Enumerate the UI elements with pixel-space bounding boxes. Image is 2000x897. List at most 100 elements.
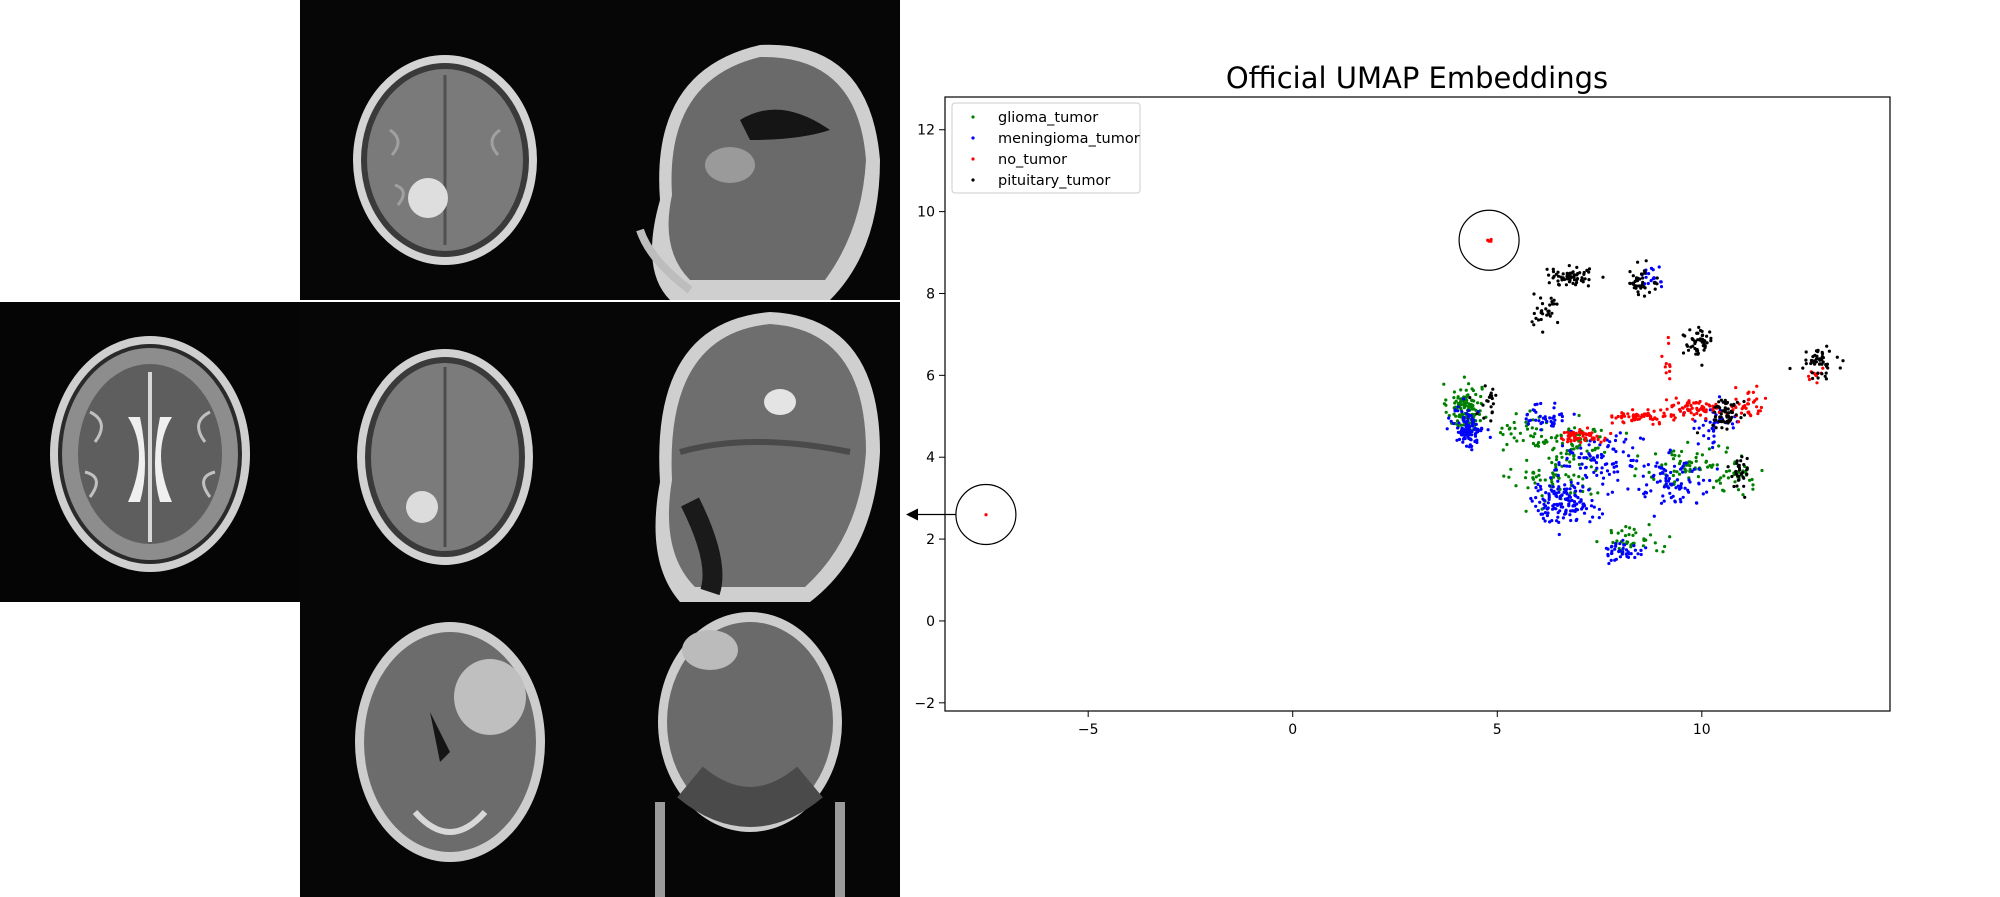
point-pituitary_tumor [1723,410,1728,414]
point-no_tumor [1702,406,1706,410]
point-meningioma_tumor [1678,497,1682,501]
legend-marker-glioma [971,115,975,119]
point-glioma_tumor [1599,428,1603,432]
point-meningioma_tumor [1526,422,1530,426]
point-no_tumor [1689,403,1693,408]
point-pituitary_tumor [1532,311,1536,316]
point-glioma_tumor [1670,453,1674,457]
point-pituitary_tumor [1636,276,1640,280]
point-no_tumor [1672,413,1676,417]
point-pituitary_tumor [1549,296,1553,300]
point-meningioma_tumor [1556,510,1560,515]
point-meningioma_tumor [1570,498,1574,502]
point-glioma_tumor [1479,394,1483,399]
point-glioma_tumor [1498,431,1503,435]
point-glioma_tumor [1598,435,1602,439]
point-glioma_tumor [1480,387,1484,391]
point-no_tumor [1683,404,1687,408]
point-meningioma_tumor [1669,496,1673,500]
point-meningioma_tumor [1684,461,1688,465]
point-meningioma_tumor [1621,538,1625,542]
point-glioma_tumor [1537,468,1541,472]
point-pituitary_tumor [1532,292,1536,296]
point-pituitary_tumor [1742,463,1746,467]
point-pituitary_tumor [1705,341,1709,345]
point-glioma_tumor [1551,482,1555,486]
point-pituitary_tumor [1718,419,1723,424]
point-no_tumor [1599,440,1603,444]
point-meningioma_tumor [1562,464,1566,468]
point-no_tumor [1756,412,1760,416]
point-glioma_tumor [1616,531,1620,535]
point-glioma_tumor [1568,460,1572,464]
point-pituitary_tumor [1694,352,1698,356]
point-meningioma_tumor [1544,491,1548,495]
point-pituitary_tumor [1816,376,1820,380]
point-glioma_tumor [1525,458,1529,462]
point-glioma_tumor [1523,476,1528,480]
point-glioma_tumor [1524,509,1528,513]
point-no_tumor [1694,400,1698,405]
point-meningioma_tumor [1592,505,1596,509]
point-meningioma_tumor [1474,422,1478,426]
point-meningioma_tumor [1462,429,1466,434]
point-no_tumor [1631,408,1635,412]
point-glioma_tumor [1549,436,1553,440]
point-meningioma_tumor [1681,464,1685,468]
point-no_tumor [1695,411,1699,415]
point-no_tumor [1755,384,1759,388]
point-meningioma_tumor [1557,485,1561,489]
point-pituitary_tumor [1655,276,1659,280]
point-meningioma_tumor [1690,469,1694,473]
point-meningioma_tumor [1554,507,1558,511]
point-pituitary_tumor [1809,361,1813,366]
brain-axial-t1-drawing-2 [300,302,600,602]
point-glioma_tumor [1615,539,1619,543]
point-pituitary_tumor [1739,459,1743,463]
point-glioma_tumor [1711,485,1716,490]
point-glioma_tumor [1531,471,1535,475]
point-meningioma_tumor [1611,447,1615,451]
point-meningioma_tumor [1457,421,1461,425]
point-glioma_tumor [1509,432,1513,436]
point-no_tumor [1578,431,1582,435]
point-meningioma_tumor [1558,496,1562,500]
point-meningioma_tumor [1548,416,1552,420]
point-pituitary_tumor [1587,267,1592,271]
point-meningioma_tumor [1568,487,1572,491]
legend-label-pituitary: pituitary_tumor [998,173,1110,189]
point-meningioma_tumor [1557,463,1561,467]
point-glioma_tumor [1547,456,1551,460]
point-meningioma_tumor [1641,474,1645,478]
point-glioma_tumor [1514,484,1518,488]
point-glioma_tumor [1677,454,1681,458]
point-meningioma_tumor [1624,552,1628,556]
point-pituitary_tumor [1804,358,1808,362]
point-glioma_tumor [1526,486,1530,490]
point-pituitary_tumor [1583,277,1587,281]
point-glioma_tumor [1683,467,1687,471]
point-meningioma_tumor [1597,507,1601,511]
point-no_tumor [1596,437,1600,442]
point-meningioma_tumor [1642,464,1646,468]
point-meningioma_tumor [1647,272,1651,276]
point-pituitary_tumor [1539,309,1543,313]
point-meningioma_tumor [1639,552,1643,557]
point-glioma_tumor [1668,535,1672,539]
point-glioma_tumor [1470,398,1474,402]
point-meningioma_tumor [1631,458,1635,462]
point-pituitary_tumor [1726,407,1730,411]
legend-marker-no-tumor [971,157,975,161]
point-no_tumor [1609,431,1613,436]
point-pituitary_tumor [1575,278,1579,282]
point-meningioma_tumor [1524,417,1528,421]
point-glioma_tumor [1464,395,1468,399]
point-no_tumor [1589,433,1593,437]
point-meningioma_tumor [1646,281,1650,286]
point-no_tumor [1734,397,1738,401]
point-pituitary_tumor [1556,320,1560,325]
point-meningioma_tumor [1579,498,1583,502]
point-meningioma_tumor [1595,466,1599,470]
point-meningioma_tumor [1701,478,1706,482]
point-pituitary_tumor [1735,461,1739,465]
